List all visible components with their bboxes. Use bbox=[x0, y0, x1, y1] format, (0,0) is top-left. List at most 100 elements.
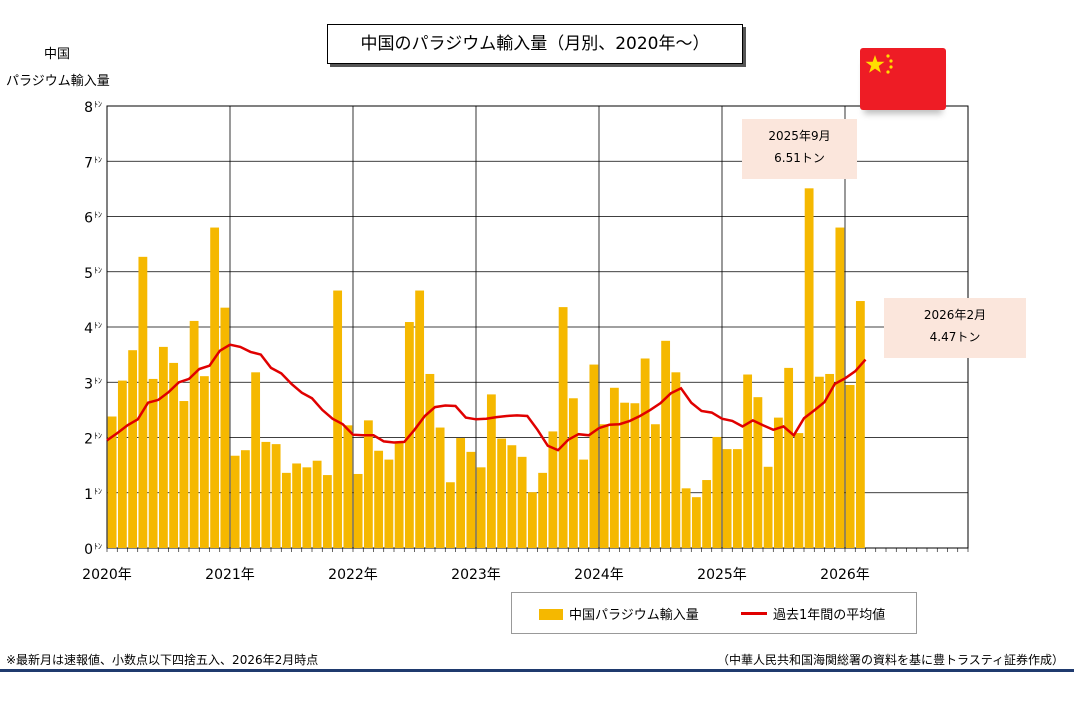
x-tick-label: 2024年 bbox=[574, 567, 624, 583]
bar bbox=[855, 301, 865, 548]
bar bbox=[630, 403, 640, 548]
legend-bar-entry: 中国パラジウム輸入量 bbox=[539, 604, 699, 623]
y-tick-unit: ﾄﾝ bbox=[94, 321, 102, 330]
bar bbox=[394, 441, 404, 548]
bar bbox=[589, 364, 599, 548]
bar bbox=[107, 416, 117, 548]
bar bbox=[558, 307, 568, 548]
y-tick-unit: ﾄﾝ bbox=[94, 100, 102, 109]
y-axis-label-line2: パラジウム輸入量 bbox=[6, 74, 110, 89]
china-flag-icon bbox=[860, 48, 946, 110]
bar bbox=[568, 398, 578, 548]
legend-bar-label: 中国パラジウム輸入量 bbox=[569, 608, 699, 623]
bar bbox=[128, 350, 138, 548]
bar bbox=[579, 459, 589, 548]
bar bbox=[691, 497, 701, 548]
y-tick-unit: ﾄﾝ bbox=[94, 542, 102, 551]
bar bbox=[681, 488, 691, 548]
bar bbox=[640, 358, 650, 548]
y-tick-label: 1 bbox=[84, 487, 93, 503]
x-tick-label: 2023年 bbox=[451, 567, 501, 583]
y-tick-label: 8 bbox=[84, 100, 93, 116]
bar bbox=[466, 451, 476, 548]
bar bbox=[435, 427, 445, 548]
callout-peak-value: 6.51トン bbox=[774, 151, 825, 165]
x-tick-label: 2026年 bbox=[820, 567, 870, 583]
bar bbox=[199, 376, 209, 548]
callout-peak: 2025年9月 6.51トン bbox=[742, 119, 857, 179]
bar bbox=[292, 463, 302, 548]
footnote-left: ※最新月は速報値、小数点以下四捨五入、2026年2月時点 bbox=[6, 653, 319, 667]
bar bbox=[425, 373, 435, 548]
bar bbox=[661, 340, 671, 548]
bar bbox=[527, 492, 537, 548]
y-tick-unit: ﾄﾝ bbox=[94, 211, 102, 220]
bar bbox=[497, 438, 507, 548]
bar bbox=[825, 373, 835, 548]
callout-peak-date: 2025年9月 bbox=[768, 129, 831, 143]
y-tick-unit: ﾄﾝ bbox=[94, 487, 102, 496]
y-tick-unit: ﾄﾝ bbox=[94, 376, 102, 385]
callout-latest: 2026年2月 4.47トン bbox=[884, 298, 1026, 358]
callout-latest-date: 2026年2月 bbox=[923, 308, 987, 322]
bar bbox=[650, 424, 660, 548]
bar bbox=[722, 449, 732, 548]
bar bbox=[476, 467, 486, 548]
bar bbox=[251, 372, 261, 548]
bar bbox=[671, 372, 681, 548]
bar bbox=[179, 401, 189, 548]
y-tick-label: 4 bbox=[84, 321, 93, 337]
bar bbox=[384, 459, 394, 548]
y-tick-label: 6 bbox=[84, 211, 93, 227]
y-tick-label: 5 bbox=[84, 266, 93, 282]
bar bbox=[158, 346, 168, 548]
bar bbox=[507, 445, 517, 548]
bar bbox=[230, 455, 240, 548]
y-tick-unit: ﾄﾝ bbox=[94, 266, 102, 275]
bar bbox=[548, 431, 558, 548]
x-tick-label: 2021年 bbox=[205, 567, 255, 583]
bar bbox=[773, 417, 783, 548]
x-tick-label: 2022年 bbox=[328, 567, 378, 583]
legend-bar-swatch bbox=[539, 609, 563, 620]
y-tick-label: 0 bbox=[84, 542, 93, 558]
bar bbox=[322, 475, 332, 548]
bar bbox=[732, 449, 742, 548]
bar bbox=[271, 444, 281, 548]
bar bbox=[763, 466, 773, 548]
bar bbox=[302, 467, 312, 548]
bar bbox=[445, 482, 455, 548]
y-tick-label: 3 bbox=[84, 376, 93, 392]
legend-line-entry: 過去1年間の平均値 bbox=[741, 604, 885, 623]
bar bbox=[343, 425, 353, 548]
bar bbox=[312, 460, 322, 548]
bar bbox=[363, 420, 373, 548]
y-tick-label: 2 bbox=[84, 432, 93, 448]
bar bbox=[456, 438, 466, 548]
x-tick-label: 2025年 bbox=[697, 567, 747, 583]
bar bbox=[517, 456, 527, 548]
bar bbox=[804, 188, 814, 548]
bar bbox=[814, 376, 824, 548]
bar bbox=[415, 290, 425, 548]
chart-title: 中国のパラジウム輸入量（月別、2020年～） bbox=[327, 24, 743, 64]
bar bbox=[609, 387, 619, 548]
bar bbox=[117, 380, 127, 548]
bar bbox=[353, 473, 363, 548]
footnote-right: （中華人民共和国海関総署の資料を基に豊トラスティ証券作成） bbox=[716, 653, 1064, 667]
y-tick-unit: ﾄﾝ bbox=[94, 432, 102, 441]
bar bbox=[281, 472, 291, 548]
bar bbox=[743, 374, 753, 548]
bar bbox=[538, 472, 548, 548]
bar bbox=[712, 436, 722, 548]
bar-series bbox=[107, 188, 865, 549]
bar bbox=[794, 433, 804, 548]
y-tick-unit: ﾄﾝ bbox=[94, 155, 102, 164]
chart-legend: 中国パラジウム輸入量 過去1年間の平均値 bbox=[511, 592, 917, 634]
bar bbox=[599, 424, 609, 548]
y-tick-label: 7 bbox=[84, 155, 93, 171]
legend-line-label: 過去1年間の平均値 bbox=[773, 608, 886, 623]
bar bbox=[486, 394, 496, 548]
